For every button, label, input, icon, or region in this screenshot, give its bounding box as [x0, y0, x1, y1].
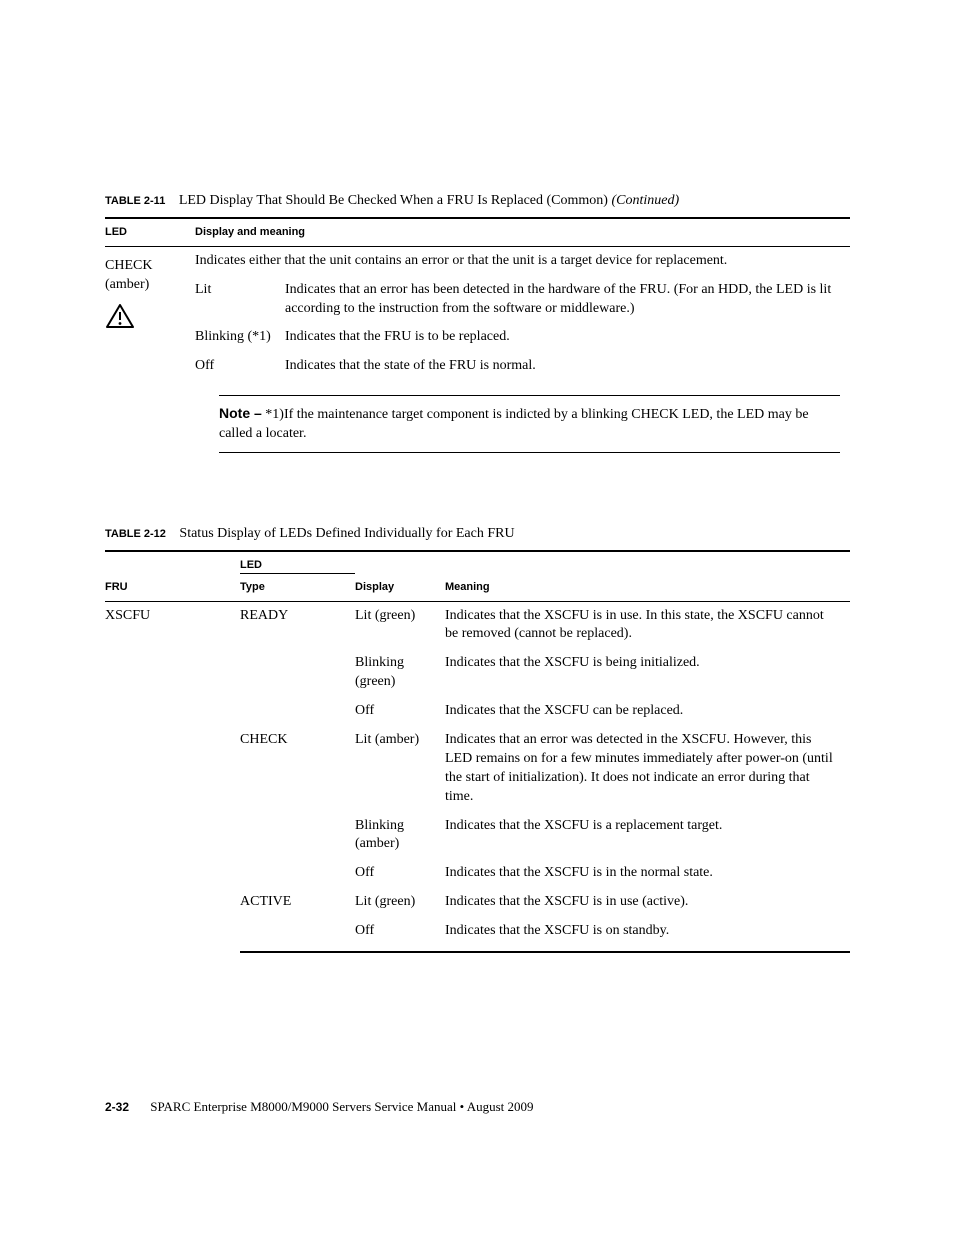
note-box: Note – *1)If the maintenance target comp…: [219, 395, 840, 453]
led-cell: CHECK (amber): [105, 246, 195, 461]
th-meaning: Meaning: [445, 573, 850, 601]
display-cell: Off: [355, 697, 445, 726]
caption-title: LED Display That Should Be Checked When …: [179, 193, 608, 208]
th-blank: [105, 551, 240, 573]
caption-continued: (Continued): [611, 193, 679, 208]
type-cell: [240, 649, 355, 697]
type-cell: READY: [240, 601, 355, 649]
meaning-cell: Indicates that the XSCFU can be replaced…: [445, 697, 850, 726]
meaning-cell: Indicates that the XSCFU is on standby.: [445, 917, 850, 952]
caption-label: TABLE 2-12: [105, 528, 166, 540]
meaning-cell: Indicates that an error was detected in …: [445, 726, 850, 812]
display-cell: Lit (green): [355, 888, 445, 917]
th-blank: [445, 551, 850, 573]
caption-title: Status Display of LEDs Defined Individua…: [179, 526, 514, 541]
th-fru: FRU: [105, 573, 240, 601]
th-blank: [355, 551, 445, 573]
meaning-cell: Indicates that the XSCFU is in the norma…: [445, 859, 850, 888]
state-cell: Off: [195, 352, 285, 381]
display-cell: Blinking (green): [355, 649, 445, 697]
table-2-11: LED Display and meaning CHECK (amber) In…: [105, 217, 850, 461]
table-2-11-caption: TABLE 2-11 LED Display That Should Be Ch…: [105, 192, 850, 211]
table-2-12-caption: TABLE 2-12 Status Display of LEDs Define…: [105, 525, 850, 544]
type-cell: [240, 812, 355, 860]
type-cell: [240, 697, 355, 726]
meaning-cell: Indicates that an error has been detecte…: [285, 276, 850, 324]
caption-label: TABLE 2-11: [105, 195, 165, 207]
type-cell: [240, 859, 355, 888]
led-name: CHECK: [105, 258, 152, 273]
meaning-cell: Indicates that the state of the FRU is n…: [285, 352, 850, 381]
fru-cell: XSCFU: [105, 601, 240, 952]
table-row: XSCFUREADYLit (green)Indicates that the …: [105, 601, 850, 649]
display-cell: Off: [355, 859, 445, 888]
type-cell: CHECK: [240, 726, 355, 812]
table-row: Lit Indicates that an error has been det…: [105, 276, 850, 324]
led-color: (amber): [105, 277, 149, 292]
meaning-cell: Indicates that the XSCFU is being initia…: [445, 649, 850, 697]
page-footer: 2-32 SPARC Enterprise M8000/M9000 Server…: [105, 1098, 534, 1116]
display-cell: Lit (green): [355, 601, 445, 649]
table-2-12: LED FRU Type Display Meaning XSCFUREADYL…: [105, 550, 850, 953]
display-cell: Lit (amber): [355, 726, 445, 812]
state-cell: Lit: [195, 276, 285, 324]
th-led-group: LED: [240, 551, 355, 573]
intro-text: Indicates either that the unit contains …: [195, 246, 850, 275]
th-led: LED: [105, 218, 195, 246]
type-cell: [240, 917, 355, 952]
display-cell: Blinking (amber): [355, 812, 445, 860]
meaning-cell: Indicates that the XSCFU is in use (acti…: [445, 888, 850, 917]
table-row: Blinking (*1) Indicates that the FRU is …: [105, 323, 850, 352]
state-cell: Blinking (*1): [195, 323, 285, 352]
th-display: Display: [355, 573, 445, 601]
type-cell: ACTIVE: [240, 888, 355, 917]
table-row: Off Indicates that the state of the FRU …: [105, 352, 850, 381]
note-row: Note – *1)If the maintenance target comp…: [105, 381, 850, 461]
meaning-cell: Indicates that the FRU is to be replaced…: [285, 323, 850, 352]
meaning-cell: Indicates that the XSCFU is a replacemen…: [445, 812, 850, 860]
meaning-cell: Indicates that the XSCFU is in use. In t…: [445, 601, 850, 649]
th-display: Display and meaning: [195, 218, 850, 246]
footer-text: SPARC Enterprise M8000/M9000 Servers Ser…: [150, 1099, 533, 1114]
display-cell: Off: [355, 917, 445, 952]
note-label: Note –: [219, 405, 262, 421]
note-text: *1)If the maintenance target component i…: [219, 407, 809, 441]
warning-triangle-icon: [105, 303, 135, 329]
page-number: 2-32: [105, 1100, 129, 1114]
th-type: Type: [240, 573, 355, 601]
